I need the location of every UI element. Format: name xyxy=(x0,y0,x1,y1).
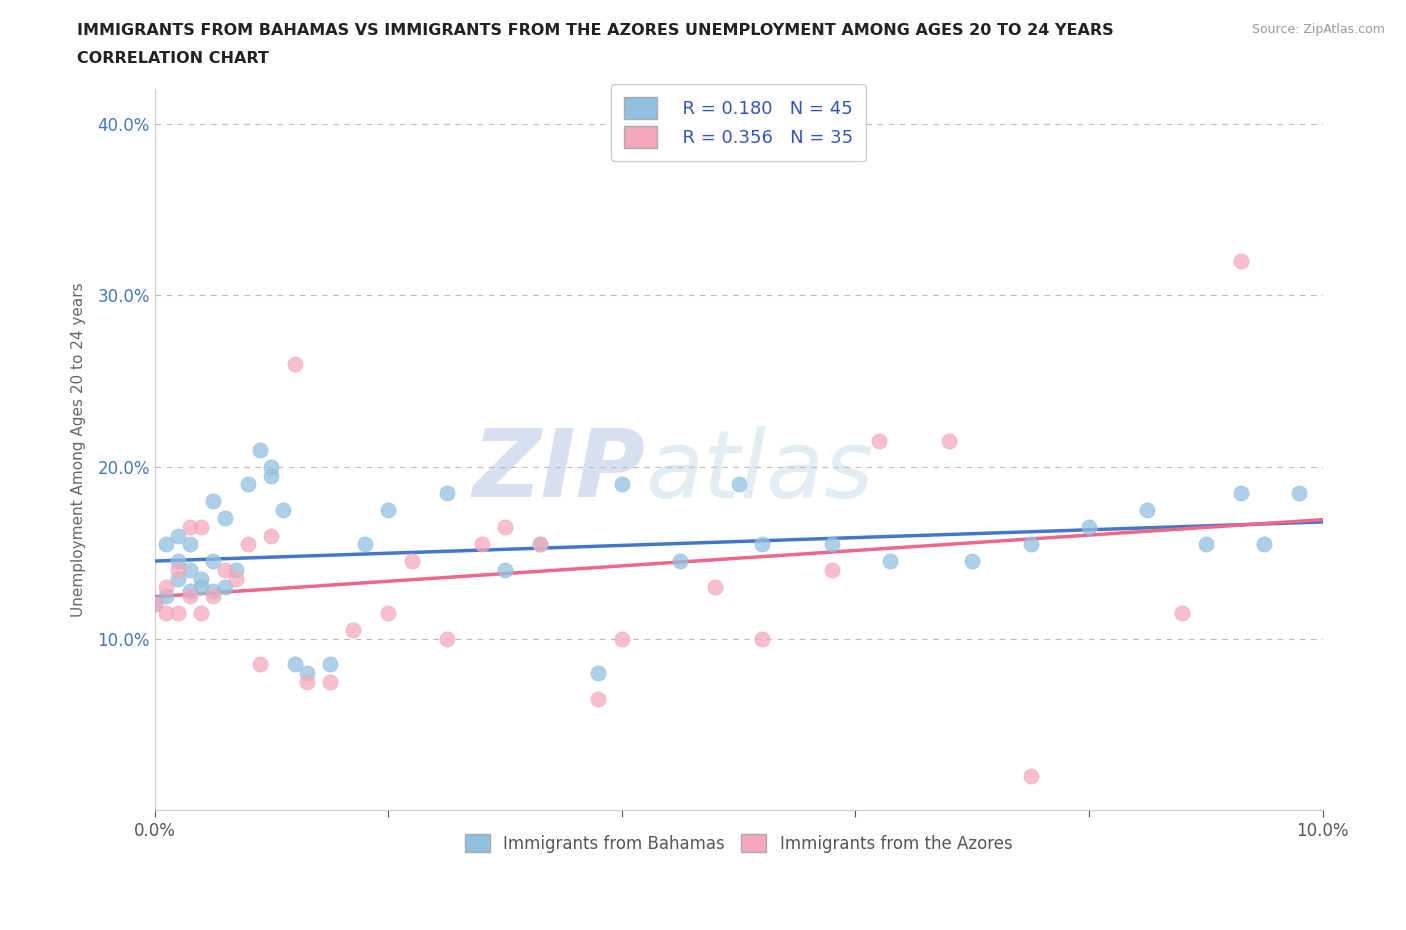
Point xyxy=(202,589,225,604)
Point xyxy=(588,666,610,681)
Point xyxy=(155,579,177,594)
Text: ZIP: ZIP xyxy=(472,425,645,517)
Point xyxy=(879,554,901,569)
Point xyxy=(260,459,283,474)
Point xyxy=(295,666,318,681)
Point xyxy=(319,657,342,671)
Point xyxy=(179,520,201,535)
Text: IMMIGRANTS FROM BAHAMAS VS IMMIGRANTS FROM THE AZORES UNEMPLOYMENT AMONG AGES 20: IMMIGRANTS FROM BAHAMAS VS IMMIGRANTS FR… xyxy=(77,23,1114,38)
Text: atlas: atlas xyxy=(645,426,873,517)
Point xyxy=(179,563,201,578)
Point xyxy=(225,563,247,578)
Point xyxy=(727,477,749,492)
Point xyxy=(1019,537,1042,551)
Point xyxy=(155,605,177,620)
Point xyxy=(751,631,773,646)
Point xyxy=(938,433,960,448)
Point xyxy=(1019,768,1042,783)
Point xyxy=(167,571,190,586)
Point xyxy=(190,520,212,535)
Point xyxy=(494,563,516,578)
Point xyxy=(401,554,423,569)
Point xyxy=(202,554,225,569)
Point xyxy=(1288,485,1310,500)
Point xyxy=(249,443,271,458)
Text: CORRELATION CHART: CORRELATION CHART xyxy=(77,51,269,66)
Point xyxy=(260,468,283,483)
Point xyxy=(249,657,271,671)
Point xyxy=(377,605,399,620)
Point xyxy=(1230,254,1253,269)
Point xyxy=(821,563,844,578)
Point xyxy=(529,537,551,551)
Point xyxy=(1253,537,1275,551)
Point xyxy=(1195,537,1218,551)
Point xyxy=(319,674,342,689)
Point xyxy=(143,597,166,612)
Point xyxy=(354,537,377,551)
Point xyxy=(295,674,318,689)
Y-axis label: Unemployment Among Ages 20 to 24 years: Unemployment Among Ages 20 to 24 years xyxy=(72,283,86,618)
Point xyxy=(284,657,307,671)
Point xyxy=(214,511,236,525)
Point xyxy=(179,537,201,551)
Point xyxy=(143,597,166,612)
Point xyxy=(179,589,201,604)
Point xyxy=(167,554,190,569)
Point xyxy=(214,563,236,578)
Point xyxy=(271,502,294,517)
Point xyxy=(610,477,633,492)
Point xyxy=(529,537,551,551)
Point xyxy=(225,571,247,586)
Point xyxy=(214,579,236,594)
Point xyxy=(179,583,201,598)
Point xyxy=(377,502,399,517)
Point xyxy=(167,563,190,578)
Point xyxy=(190,571,212,586)
Point xyxy=(1078,520,1101,535)
Point xyxy=(588,691,610,706)
Point xyxy=(436,631,458,646)
Point xyxy=(960,554,983,569)
Point xyxy=(471,537,494,551)
Text: Source: ZipAtlas.com: Source: ZipAtlas.com xyxy=(1251,23,1385,36)
Point xyxy=(494,520,516,535)
Point xyxy=(236,537,259,551)
Point xyxy=(669,554,692,569)
Point xyxy=(190,605,212,620)
Point xyxy=(167,528,190,543)
Point xyxy=(236,477,259,492)
Point xyxy=(190,579,212,594)
Point xyxy=(155,537,177,551)
Point xyxy=(284,356,307,371)
Point xyxy=(868,433,890,448)
Point xyxy=(202,583,225,598)
Point xyxy=(751,537,773,551)
Point xyxy=(1136,502,1159,517)
Point xyxy=(821,537,844,551)
Point xyxy=(436,485,458,500)
Point xyxy=(342,622,364,637)
Point xyxy=(704,579,727,594)
Point xyxy=(167,605,190,620)
Point xyxy=(1171,605,1194,620)
Point xyxy=(610,631,633,646)
Point xyxy=(260,528,283,543)
Point xyxy=(1230,485,1253,500)
Point xyxy=(155,589,177,604)
Legend: Immigrants from Bahamas, Immigrants from the Azores: Immigrants from Bahamas, Immigrants from… xyxy=(458,828,1019,859)
Point xyxy=(202,494,225,509)
